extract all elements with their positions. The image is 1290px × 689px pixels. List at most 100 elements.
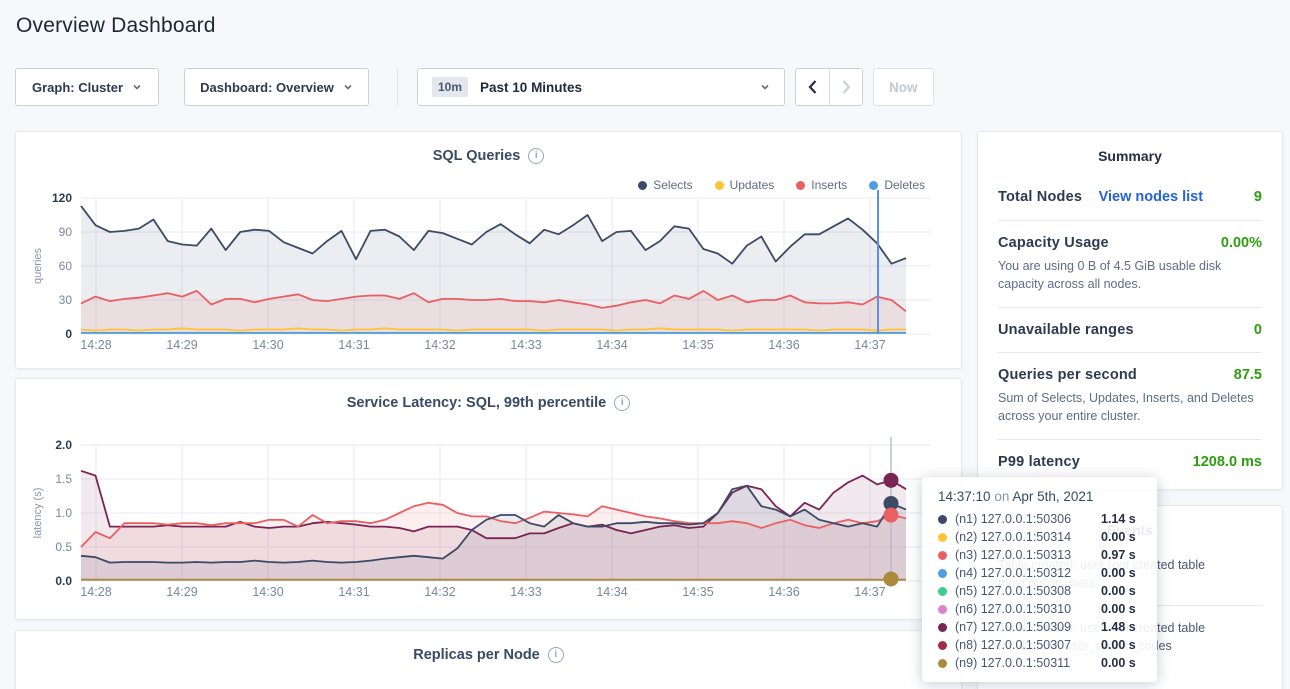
time-range-label: Past 10 Minutes: [480, 80, 748, 95]
capacity-usage-description: You are using 0 B of 4.5 GiB usable disk…: [998, 257, 1262, 293]
node-address: (n4) 127.0.0.1:50312: [955, 566, 1101, 580]
tooltip-row: (n6) 127.0.0.1:503100.00 s: [938, 600, 1143, 618]
node-address: (n5) 127.0.0.1:50308: [955, 584, 1101, 598]
node-address: (n1) 127.0.0.1:50306: [955, 512, 1101, 526]
node-latency-value: 0.00 s: [1101, 530, 1136, 544]
node-color-dot: [938, 623, 947, 632]
svg-text:latency (s): latency (s): [32, 488, 44, 539]
node-latency-value: 0.00 s: [1101, 566, 1136, 580]
time-step-buttons: [795, 68, 863, 106]
unavailable-ranges-label: Unavailable ranges: [998, 322, 1134, 338]
node-address: (n6) 127.0.0.1:50310: [955, 602, 1101, 616]
node-latency-value: 0.97 s: [1101, 548, 1136, 562]
svg-text:90: 90: [59, 225, 73, 239]
svg-text:14:32: 14:32: [424, 338, 455, 352]
svg-text:30: 30: [59, 293, 73, 307]
svg-text:0.5: 0.5: [55, 540, 72, 554]
tooltip-row: (n4) 127.0.0.1:503120.00 s: [938, 564, 1143, 582]
time-step-forward-button[interactable]: [829, 69, 862, 105]
tooltip-node-list: (n1) 127.0.0.1:503061.14 s(n2) 127.0.0.1…: [938, 510, 1143, 672]
time-step-back-button[interactable]: [796, 69, 829, 105]
node-address: (n3) 127.0.0.1:50313: [955, 548, 1101, 562]
svg-text:14:34: 14:34: [596, 338, 627, 352]
summary-panel-title: Summary: [998, 148, 1262, 164]
node-color-dot: [938, 605, 947, 614]
capacity-usage-value: 0.00%: [1221, 235, 1262, 251]
queries-per-second-value: 87.5: [1234, 367, 1262, 383]
svg-text:1.5: 1.5: [55, 472, 72, 486]
p99-latency-label: P99 latency: [998, 454, 1080, 470]
time-range-dropdown[interactable]: 10m Past 10 Minutes: [417, 68, 785, 106]
node-color-dot: [938, 551, 947, 560]
toolbar-divider: [397, 68, 398, 106]
now-button[interactable]: Now: [873, 68, 934, 106]
svg-text:60: 60: [59, 259, 73, 273]
node-color-dot: [938, 569, 947, 578]
summary-panel: Summary Total Nodes View nodes list 9 Ca…: [977, 131, 1283, 490]
chevron-left-icon: [807, 79, 818, 95]
svg-text:14:32: 14:32: [424, 585, 455, 599]
tooltip-connector: on: [994, 489, 1012, 504]
tooltip-row: (n2) 127.0.0.1:503140.00 s: [938, 528, 1143, 546]
tooltip-row: (n5) 127.0.0.1:503080.00 s: [938, 582, 1143, 600]
tooltip-row: (n8) 127.0.0.1:503070.00 s: [938, 636, 1143, 654]
node-color-dot: [938, 587, 947, 596]
svg-text:14:28: 14:28: [80, 338, 111, 352]
node-latency-value: 0.00 s: [1101, 584, 1136, 598]
node-latency-value: 1.14 s: [1101, 512, 1136, 526]
svg-text:14:30: 14:30: [252, 585, 283, 599]
svg-text:14:34: 14:34: [596, 585, 627, 599]
node-latency-value: 0.00 s: [1101, 656, 1136, 670]
svg-text:120: 120: [52, 191, 72, 205]
tooltip-row: (n7) 127.0.0.1:503091.48 s: [938, 618, 1143, 636]
chevron-down-icon: [760, 82, 770, 92]
time-range-badge: 10m: [432, 77, 468, 97]
svg-text:14:29: 14:29: [166, 585, 197, 599]
overview-dashboard-page: Overview Dashboard Graph: Cluster Dashbo…: [0, 0, 1290, 689]
queries-per-second-description: Sum of Selects, Updates, Inserts, and De…: [998, 389, 1262, 425]
svg-text:14:30: 14:30: [252, 338, 283, 352]
chevron-down-icon: [343, 82, 353, 92]
replicas-per-node-chart-card: Replicas per Node i: [15, 630, 962, 689]
now-button-label: Now: [889, 80, 918, 95]
sql-queries-chart-card: SQL Queries i SelectsUpdatesInsertsDelet…: [15, 131, 962, 369]
node-latency-value: 0.00 s: [1101, 638, 1136, 652]
tooltip-row: (n9) 127.0.0.1:503110.00 s: [938, 654, 1143, 672]
svg-text:0.0: 0.0: [55, 574, 72, 588]
total-nodes-label: Total Nodes: [998, 189, 1082, 205]
divider: [998, 352, 1262, 353]
dashboard-dropdown-label: Dashboard: Overview: [200, 80, 334, 95]
page-title: Overview Dashboard: [16, 14, 216, 38]
info-icon[interactable]: i: [548, 647, 564, 663]
svg-text:0: 0: [65, 327, 72, 341]
sql-queries-chart-plot[interactable]: 030609012014:2814:2914:3014:3114:3214:33…: [16, 132, 963, 369]
capacity-usage-label: Capacity Usage: [998, 235, 1109, 251]
tooltip-date: Apr 5th, 2021: [1012, 489, 1093, 504]
chevron-down-icon: [132, 82, 142, 92]
svg-text:2.0: 2.0: [55, 438, 72, 452]
svg-text:14:31: 14:31: [338, 338, 369, 352]
node-address: (n7) 127.0.0.1:50309: [955, 620, 1101, 634]
svg-text:14:28: 14:28: [80, 585, 111, 599]
tooltip-timestamp: 14:37:10 on Apr 5th, 2021: [938, 489, 1143, 504]
divider: [998, 439, 1262, 440]
node-address: (n2) 127.0.0.1:50314: [955, 530, 1101, 544]
node-color-dot: [938, 641, 947, 650]
divider: [998, 307, 1262, 308]
node-address: (n9) 127.0.0.1:50311: [955, 656, 1101, 670]
node-color-dot: [938, 515, 947, 524]
graph-scope-dropdown[interactable]: Graph: Cluster: [15, 68, 159, 106]
service-latency-chart-plot[interactable]: 0.0 0.5 1.0 1.5 2.0 14:28 14:29 14:30 14:31 14:32…: [16, 379, 963, 616]
svg-text:14:29: 14:29: [166, 338, 197, 352]
svg-text:14:33: 14:33: [510, 585, 541, 599]
chevron-right-icon: [841, 79, 852, 95]
node-latency-value: 1.48 s: [1101, 620, 1136, 634]
tooltip-time: 14:37:10: [938, 489, 991, 504]
view-nodes-list-link[interactable]: View nodes list: [1099, 189, 1204, 205]
svg-text:14:36: 14:36: [768, 585, 799, 599]
node-color-dot: [938, 533, 947, 542]
svg-text:14:31: 14:31: [338, 585, 369, 599]
node-color-dot: [938, 659, 947, 668]
svg-text:1.0: 1.0: [55, 506, 72, 520]
dashboard-dropdown[interactable]: Dashboard: Overview: [184, 68, 369, 106]
